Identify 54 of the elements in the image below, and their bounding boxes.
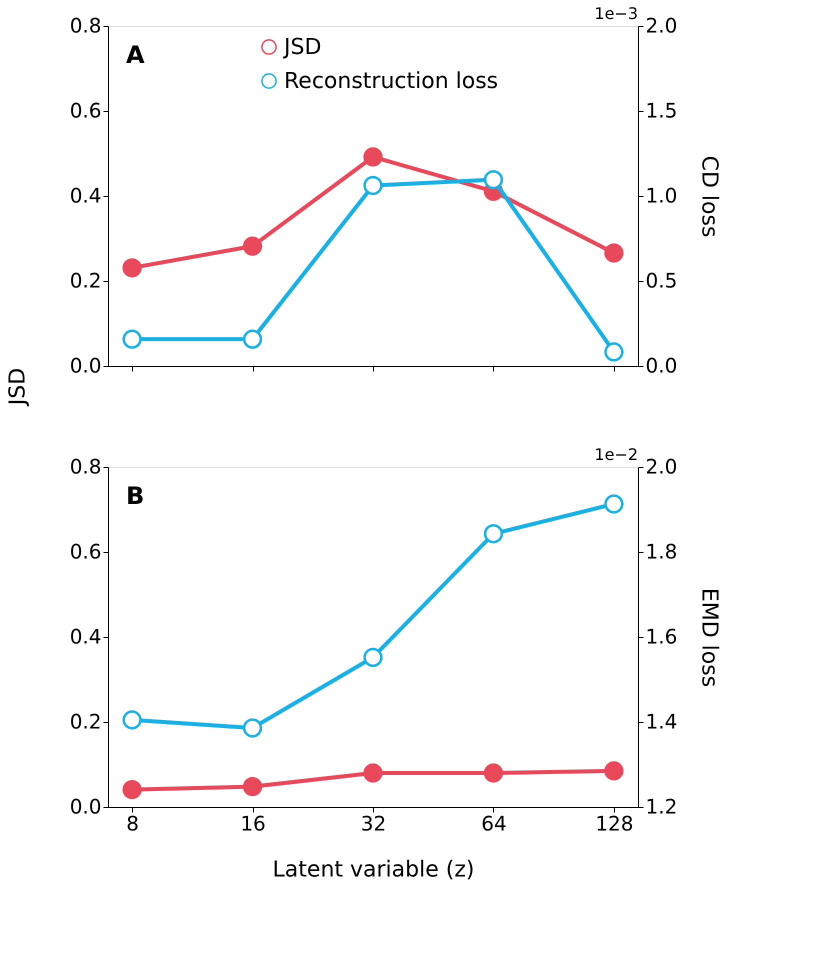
- x-tick-label: 128: [595, 812, 634, 836]
- text: 1e−2: [594, 445, 638, 464]
- point: [363, 147, 383, 166]
- point: [484, 763, 504, 783]
- x-tick-label: 16: [240, 812, 266, 836]
- y2-tick-label: 1.0: [646, 184, 678, 208]
- y-tick-label: 0.8: [70, 14, 102, 38]
- point: [484, 524, 504, 544]
- y2-tick-label: 0.5: [646, 268, 678, 292]
- point: [122, 330, 142, 349]
- point: [604, 342, 624, 362]
- y2-tick-label: 1.8: [646, 540, 678, 564]
- y-tick-label: 0.4: [70, 624, 102, 648]
- y2-tick-label: 2.0: [646, 454, 678, 478]
- point: [122, 780, 142, 800]
- y-tick-label: 0.6: [70, 540, 102, 564]
- y-tick-label: 0.8: [70, 454, 102, 478]
- point: [484, 170, 504, 190]
- point: [363, 176, 383, 196]
- x-tick-label: 8: [126, 812, 139, 836]
- point: [242, 777, 262, 796]
- x-tick-label: 64: [481, 812, 507, 836]
- text: 1e−3: [594, 4, 638, 23]
- y-tick-label: 0.0: [70, 354, 102, 378]
- y2-tick-label: 1.5: [646, 98, 678, 122]
- point: [242, 330, 262, 349]
- y-tick-label: 0.2: [70, 268, 102, 292]
- y-tick-label: 0.0: [70, 794, 102, 818]
- y2-tick-label: 1.6: [646, 624, 678, 648]
- y2-axis-title: CD loss: [696, 156, 722, 238]
- point: [604, 494, 624, 514]
- point: [604, 243, 624, 263]
- point: [122, 258, 142, 278]
- x-tick-label: 32: [360, 812, 386, 836]
- y2-tick-label: 0.0: [646, 354, 678, 378]
- x-axis-title: Latent variable (z): [272, 858, 474, 882]
- point: [242, 236, 262, 256]
- point: [363, 648, 383, 667]
- y-tick-label: 0.2: [70, 710, 102, 734]
- y2-axis-title: EMD loss: [696, 588, 722, 688]
- y-tick-label: 0.4: [70, 184, 102, 208]
- point: [242, 718, 262, 738]
- legend-label: JSD: [282, 35, 322, 60]
- y2-tick-label: 1.4: [646, 710, 678, 734]
- y-axis-title: JSD: [6, 368, 31, 408]
- annotation: A: [126, 41, 145, 69]
- y2-tick-label: 1.2: [646, 794, 678, 818]
- legend-label: Reconstruction loss: [284, 69, 498, 94]
- y-tick-label: 0.6: [70, 98, 102, 122]
- point: [363, 763, 383, 783]
- y2-tick-label: 2.0: [646, 14, 678, 38]
- point: [122, 710, 142, 730]
- point: [604, 761, 624, 780]
- annotation: B: [126, 482, 144, 510]
